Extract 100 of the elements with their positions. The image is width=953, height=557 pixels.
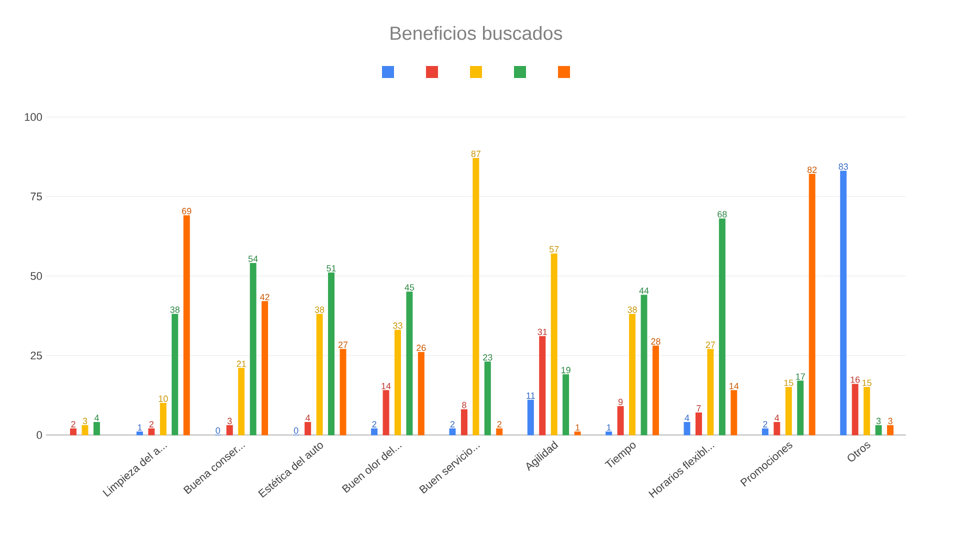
data-label: 38: [170, 306, 180, 313]
bar: [730, 390, 738, 436]
data-label: 7: [696, 405, 701, 412]
bar: [460, 409, 468, 436]
data-label: 1: [607, 424, 611, 431]
data-label: 27: [338, 342, 348, 348]
data-label: 0: [294, 427, 298, 434]
data-label: 4: [684, 414, 690, 421]
bar: [887, 425, 894, 436]
bar: [238, 368, 245, 436]
data-label: 44: [639, 288, 649, 294]
data-label: 15: [784, 380, 794, 386]
bar: [808, 174, 816, 436]
data-label: 26: [416, 344, 426, 352]
data-label: 10: [158, 396, 168, 402]
bar: [148, 428, 155, 436]
data-label: 69: [182, 208, 192, 214]
data-label: 2: [149, 421, 154, 428]
bar: [226, 425, 233, 436]
data-label: 2: [763, 421, 768, 428]
bar: [852, 384, 858, 436]
bar: [539, 336, 546, 436]
y-tick-label: 75: [30, 192, 42, 200]
data-label: 8: [462, 402, 466, 408]
bar: [696, 412, 702, 436]
bar: [527, 400, 534, 436]
data-label: 1: [576, 424, 580, 431]
data-label: 42: [260, 294, 270, 300]
bar: [574, 432, 581, 436]
bar: [183, 215, 190, 436]
bar: [640, 294, 648, 436]
data-label: 83: [838, 163, 848, 170]
bar: [449, 428, 456, 436]
bar: [617, 406, 624, 436]
data-label: 2: [450, 421, 454, 428]
bar: [304, 422, 312, 436]
data-label: 4: [94, 414, 99, 421]
bar: [82, 425, 88, 436]
data-label: 45: [404, 284, 414, 291]
bar: [785, 386, 792, 436]
bar: [684, 422, 690, 436]
y-tick-label: 50: [30, 272, 42, 280]
data-label: 27: [706, 342, 715, 348]
bar: [718, 218, 726, 436]
bar: [394, 330, 401, 436]
data-label: 16: [850, 376, 860, 383]
data-label: 31: [538, 328, 547, 336]
bar: [774, 422, 780, 436]
bar: [160, 402, 166, 436]
bar: [562, 374, 570, 436]
bar: [262, 301, 268, 436]
bar: [406, 292, 413, 436]
data-label: 0: [216, 427, 220, 434]
data-label: 14: [382, 383, 391, 390]
data-label: 54: [248, 256, 258, 262]
data-label: 2: [71, 421, 76, 428]
y-tick-label: 0: [36, 431, 42, 439]
data-label: 1: [138, 424, 142, 431]
data-label: 4: [306, 414, 310, 421]
bar: [418, 352, 424, 436]
bar: [340, 348, 346, 436]
data-label: 15: [862, 380, 872, 386]
data-label: 17: [796, 373, 805, 380]
data-label: 57: [549, 246, 559, 252]
y-tick-label: 100: [24, 113, 42, 121]
data-label: 82: [808, 166, 817, 173]
bar: [629, 314, 636, 436]
y-tick-label: 25: [30, 352, 42, 360]
bar: [652, 346, 659, 436]
bar: [93, 422, 100, 436]
data-label: 51: [326, 265, 336, 272]
data-label: 21: [236, 360, 246, 367]
data-label: 3: [82, 418, 88, 424]
data-label: 28: [651, 338, 660, 345]
bar: [484, 362, 491, 436]
bar: [496, 428, 503, 436]
bar: [864, 386, 870, 436]
data-label: 9: [618, 398, 623, 406]
bar: [762, 428, 768, 436]
bar: [328, 272, 335, 436]
data-label: 11: [526, 392, 535, 399]
bar: [371, 428, 378, 436]
bar: [382, 390, 390, 436]
data-label: 14: [730, 383, 739, 390]
bar: [70, 428, 77, 436]
data-label: 3: [227, 418, 232, 424]
bar: [316, 314, 323, 436]
bar: [472, 158, 480, 436]
data-label: 2: [372, 421, 376, 428]
chart-title: Beneficios buscados: [390, 26, 562, 40]
bar: [250, 262, 256, 436]
bar: [136, 432, 143, 436]
bar: [550, 253, 558, 436]
data-label: 3: [888, 418, 892, 424]
data-label: 38: [628, 306, 637, 313]
data-label: 19: [562, 366, 570, 374]
bar: [840, 170, 847, 436]
data-label: 87: [471, 150, 480, 158]
data-label: 68: [718, 211, 727, 218]
bar: [172, 314, 178, 436]
